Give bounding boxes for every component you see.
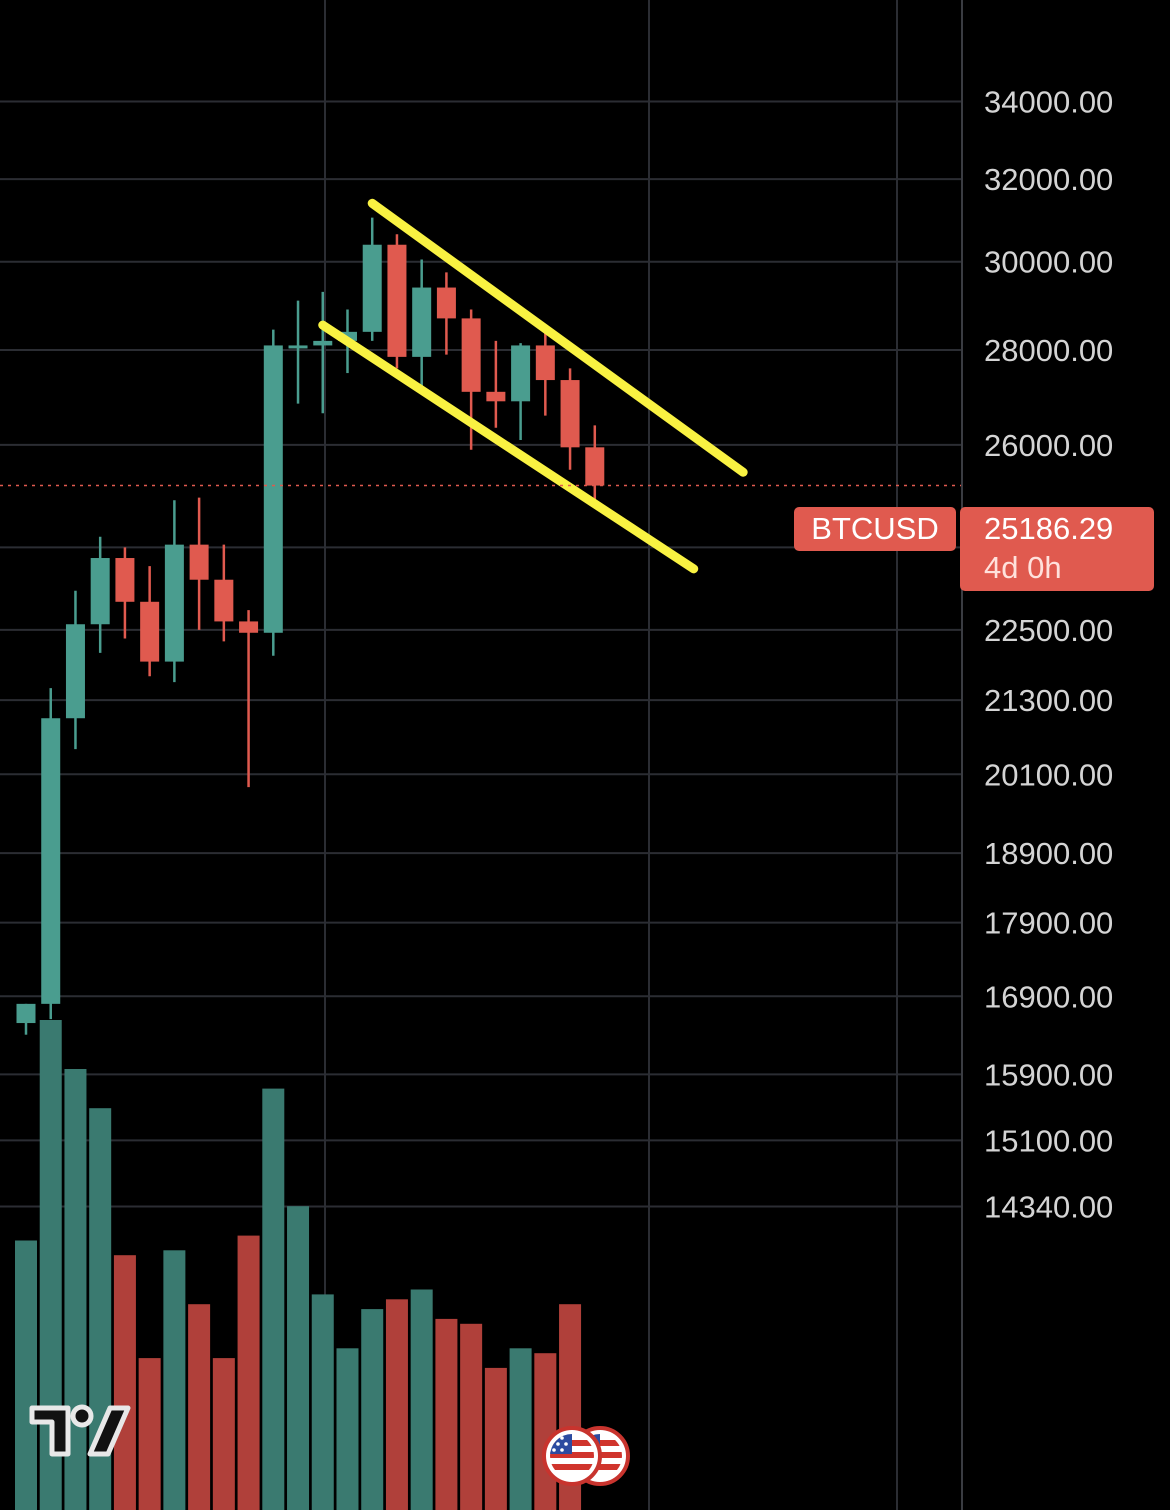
grid-lines: [0, 0, 962, 1510]
volume-bar: [534, 1353, 557, 1510]
tradingview-logo-icon[interactable]: [29, 1404, 131, 1457]
candle-body: [41, 718, 61, 1004]
candle-body: [65, 624, 85, 719]
candle-body: [214, 579, 234, 622]
symbol-label: BTCUSD: [811, 511, 938, 546]
candle[interactable]: [140, 566, 160, 677]
candle-body: [535, 345, 555, 381]
volume-bar: [385, 1299, 408, 1510]
trendlines[interactable]: [318, 198, 748, 574]
candle[interactable]: [239, 610, 259, 788]
countdown-label: 4d 0h: [984, 550, 1062, 585]
y-tick-label: 15100.00: [984, 1123, 1113, 1158]
candle-body: [140, 601, 160, 662]
candle[interactable]: [189, 497, 209, 630]
candle[interactable]: [412, 259, 432, 388]
volume-bar: [484, 1367, 507, 1510]
candle[interactable]: [16, 1003, 36, 1035]
candle[interactable]: [115, 547, 135, 639]
symbol-tag: BTCUSD: [794, 507, 956, 551]
volume-bar: [39, 1020, 62, 1510]
candle-body: [115, 558, 135, 602]
candle[interactable]: [65, 590, 85, 750]
candle-body: [263, 345, 283, 633]
candle[interactable]: [560, 368, 580, 470]
trendline-lower[interactable]: [318, 320, 699, 574]
volume-bar: [64, 1069, 87, 1510]
candle-body: [560, 380, 580, 448]
candle-body: [436, 287, 456, 319]
candle[interactable]: [90, 536, 110, 653]
candle[interactable]: [313, 291, 333, 414]
candle-body: [16, 1003, 36, 1024]
candle[interactable]: [511, 343, 531, 440]
volume-bar: [262, 1088, 285, 1510]
y-tick-label: 32000.00: [984, 162, 1113, 197]
candle[interactable]: [535, 331, 555, 416]
candle[interactable]: [436, 272, 456, 355]
last-price-tag: 25186.29 4d 0h: [960, 507, 1154, 591]
volume-bar: [113, 1255, 136, 1510]
candle-body: [164, 544, 184, 662]
y-tick-label: 17900.00: [984, 906, 1113, 941]
candle-body: [189, 544, 209, 580]
volume-bar: [287, 1206, 310, 1510]
volume-bar: [15, 1240, 37, 1510]
volume-bar: [460, 1323, 483, 1510]
candle-body: [412, 287, 432, 357]
symbol-tag-bg: [794, 507, 956, 551]
candle[interactable]: [263, 329, 283, 656]
y-tick-label: 15900.00: [984, 1057, 1113, 1092]
candle[interactable]: [387, 234, 407, 369]
candle[interactable]: [164, 500, 184, 683]
candle[interactable]: [41, 688, 61, 1020]
volume-bar: [361, 1309, 384, 1510]
last-price-tag-bg: [960, 507, 1154, 591]
y-tick-label: 20100.00: [984, 757, 1113, 792]
y-tick-label: 16900.00: [984, 979, 1113, 1014]
y-tick-label: 18900.00: [984, 836, 1113, 871]
y-tick-label: 22500.00: [984, 613, 1113, 648]
us-flag-event-icon[interactable]: [542, 1426, 630, 1486]
y-tick-label: 21300.00: [984, 683, 1113, 718]
volume-bar: [410, 1289, 433, 1510]
y-tick-label: 26000.00: [984, 428, 1113, 463]
volume-bar: [163, 1250, 186, 1510]
volume-bar: [509, 1348, 532, 1510]
candle-body: [313, 340, 333, 346]
candle[interactable]: [362, 217, 382, 341]
candlesticks[interactable]: [16, 217, 605, 1035]
candle[interactable]: [214, 544, 234, 642]
y-tick-label: 14340.00: [984, 1190, 1113, 1225]
candle-body: [461, 318, 481, 392]
volume-bars: [15, 1020, 582, 1510]
candle-body: [362, 244, 382, 332]
candle-body: [585, 447, 605, 486]
candle-body: [486, 391, 506, 402]
trendline-upper[interactable]: [367, 198, 748, 477]
candle-body: [511, 345, 531, 402]
volume-bar: [188, 1304, 211, 1510]
volume-bar: [311, 1294, 334, 1510]
candle-body: [239, 621, 259, 633]
candle[interactable]: [486, 340, 506, 428]
candle-body: [90, 558, 110, 625]
us-flag-icon-front[interactable]: [542, 1426, 602, 1486]
volume-bar: [435, 1318, 458, 1510]
last-price-label: 25186.29: [984, 511, 1113, 546]
candle[interactable]: [288, 300, 308, 404]
candle-body: [387, 244, 407, 357]
volume-bar: [212, 1358, 235, 1510]
candle[interactable]: [585, 425, 605, 501]
volume-bar: [138, 1358, 161, 1510]
volume-bar: [89, 1108, 112, 1510]
y-tick-label: 28000.00: [984, 333, 1113, 368]
y-tick-label: 34000.00: [984, 84, 1113, 119]
volume-bar: [336, 1348, 359, 1510]
y-tick-label: 30000.00: [984, 245, 1113, 280]
volume-bar: [237, 1235, 260, 1510]
candle-body: [288, 345, 308, 349]
